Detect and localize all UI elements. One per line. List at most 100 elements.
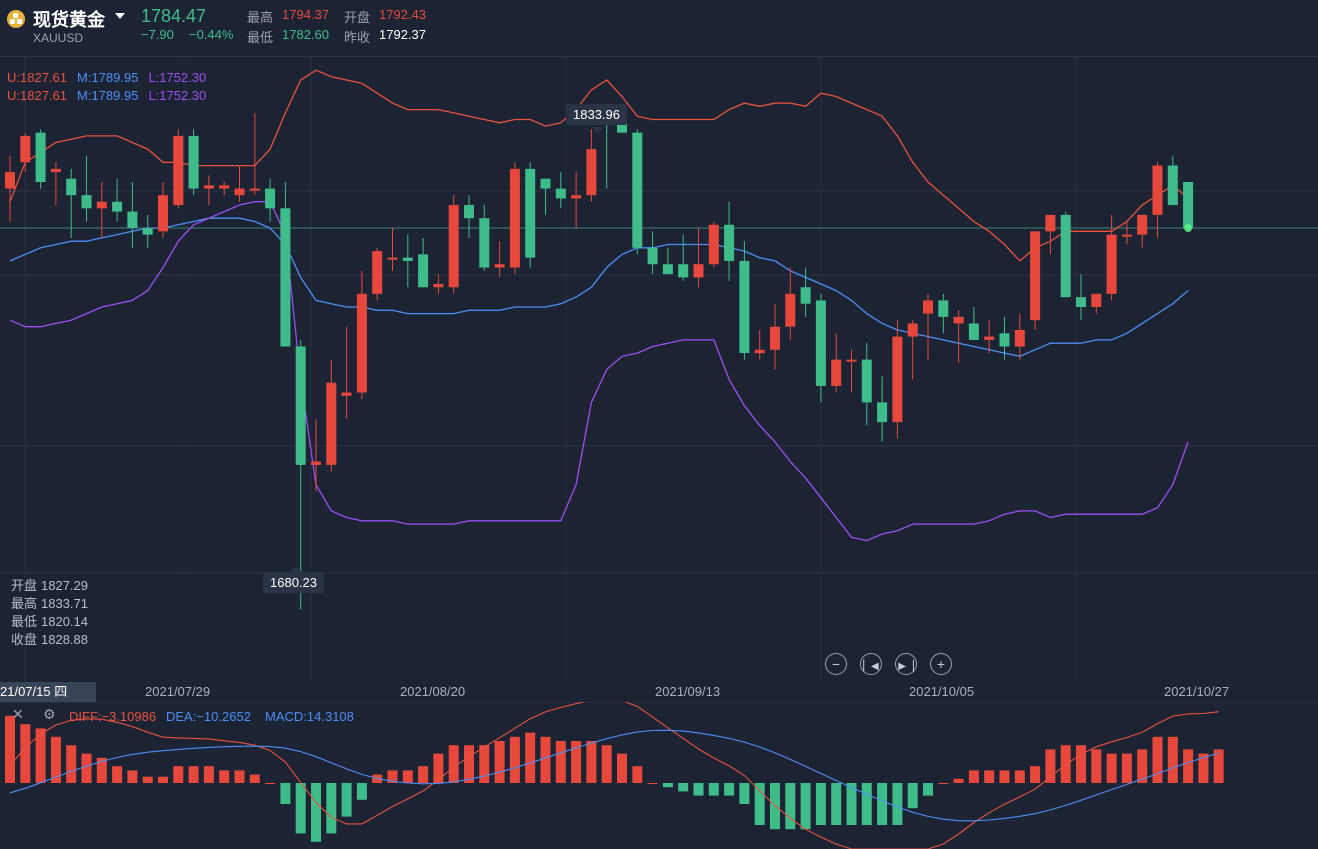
latest-price-dot — [1184, 224, 1193, 233]
ohlc-low-label: 最低 — [11, 614, 38, 629]
plus-icon: + — [936, 656, 946, 672]
macd-bar — [5, 715, 15, 783]
candle-body — [724, 224, 735, 261]
candle-body — [617, 119, 627, 133]
boll-lower-line — [9, 201, 1189, 542]
candlestick-chart[interactable] — [0, 57, 1318, 682]
ohlc-high: 最高 1833.71 — [11, 593, 92, 612]
candle-body — [678, 264, 689, 278]
macd-bar — [861, 783, 872, 825]
boll-lower-label: L:1752.30 — [148, 70, 207, 85]
ohlc-close: 收盘 1828.88 — [11, 629, 92, 648]
zoom-in-button[interactable]: + — [930, 653, 952, 675]
ohlc-close-value: 1828.88 — [41, 632, 89, 647]
symbol-name[interactable]: 现货黄金 — [33, 10, 105, 30]
date-axis: 21/07/15 四 2021/07/29 2021/08/20 2021/09… — [0, 682, 1318, 702]
candle-body — [5, 172, 15, 189]
macd-bar — [188, 766, 199, 783]
candle-body — [831, 359, 842, 386]
macd-bar — [295, 783, 306, 834]
candle-body — [968, 323, 979, 340]
macd-bar — [234, 770, 245, 783]
ohlc-close-label: 收盘 — [11, 632, 38, 647]
candle-body — [1076, 297, 1086, 307]
ohlc-high-value: 1833.71 — [41, 596, 89, 611]
candle-body — [632, 132, 643, 248]
candle-body — [708, 224, 719, 265]
candle-body — [311, 461, 321, 465]
chevron-down-icon[interactable] — [115, 13, 125, 19]
macd-bar — [96, 757, 107, 783]
ohlc-high-label: 最高 — [11, 596, 38, 611]
macd-bar — [525, 732, 536, 783]
candle-body — [280, 208, 291, 347]
candle-body — [494, 264, 505, 268]
macd-bar — [1121, 753, 1132, 783]
candle-body — [35, 132, 46, 182]
macd-chart[interactable] — [0, 702, 1318, 849]
crosshair-date: 21/07/15 四 — [0, 682, 96, 702]
candle-body — [1137, 214, 1148, 235]
macd-bar — [494, 741, 505, 783]
candle-body — [540, 178, 551, 189]
macd-bar — [35, 728, 46, 783]
candle-body — [188, 135, 199, 189]
candle-body — [815, 300, 826, 386]
candle-body — [96, 201, 107, 209]
boll-upper-label: U:1827.61 — [7, 70, 67, 85]
candle-body — [907, 323, 918, 337]
candle-body — [158, 195, 168, 232]
diff-label: DIFF:−3.10986 — [69, 709, 157, 724]
max-pointer — [592, 127, 604, 133]
gold-icon — [7, 10, 25, 28]
candle-body — [448, 205, 459, 288]
candle-body — [892, 336, 903, 423]
candle-body — [203, 185, 214, 189]
candle-body — [387, 257, 398, 260]
change-value: −7.90 — [141, 27, 174, 42]
macd-bar — [203, 766, 214, 783]
macd-bar — [142, 776, 153, 783]
macd-bar — [326, 783, 337, 834]
candle-body — [127, 211, 138, 229]
macd-bar — [341, 783, 352, 817]
candle-body — [647, 247, 658, 265]
macd-bar — [938, 783, 949, 784]
macd-bar — [1137, 749, 1148, 783]
macd-bar — [173, 766, 184, 783]
candle-body — [433, 283, 444, 288]
macd-bar — [678, 783, 689, 792]
candle-body — [1152, 165, 1163, 215]
zoom-out-button[interactable]: − — [825, 653, 847, 675]
step-forward-button[interactable]: ▶▕ — [895, 653, 917, 675]
macd-bar — [1030, 766, 1041, 783]
macd-bar — [448, 745, 459, 783]
macd-bar — [754, 783, 765, 825]
settings-icon[interactable]: ⚙ — [43, 706, 56, 722]
candle-body — [479, 218, 490, 268]
macd-bar — [877, 783, 888, 825]
open-value: 1792.43 — [379, 7, 426, 22]
macd-bar — [968, 770, 979, 783]
candle-body — [693, 264, 704, 278]
macd-bar — [418, 766, 429, 783]
macd-bar — [158, 776, 168, 783]
macd-bar — [892, 783, 903, 825]
candle-body — [846, 359, 857, 362]
diff-line — [9, 702, 1219, 849]
high-value: 1794.37 — [282, 7, 329, 22]
step-back-button[interactable]: ▏◀ — [860, 653, 882, 675]
candle-body — [81, 195, 92, 209]
boll-mid-label: M:1789.95 — [77, 70, 139, 85]
candle-body — [1106, 234, 1117, 294]
candle-body — [1060, 214, 1071, 298]
candle-body — [877, 402, 888, 423]
macd-bar — [66, 745, 77, 783]
macd-bar — [1045, 749, 1056, 783]
boll-mid-label: M:1789.95 — [77, 88, 139, 103]
candle-body — [1091, 293, 1102, 307]
macd-bar — [1213, 749, 1224, 783]
macd-bar — [601, 745, 612, 783]
close-icon[interactable]: ✕ — [12, 706, 24, 722]
macd-bar — [953, 778, 964, 783]
